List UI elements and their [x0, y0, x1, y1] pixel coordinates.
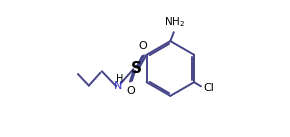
Text: H: H	[116, 74, 123, 84]
Text: Cl: Cl	[203, 83, 214, 93]
Text: O: O	[127, 86, 135, 96]
Text: NH$_2$: NH$_2$	[164, 16, 185, 29]
Text: O: O	[139, 41, 147, 51]
Text: N: N	[113, 81, 122, 91]
Text: S: S	[130, 61, 142, 76]
